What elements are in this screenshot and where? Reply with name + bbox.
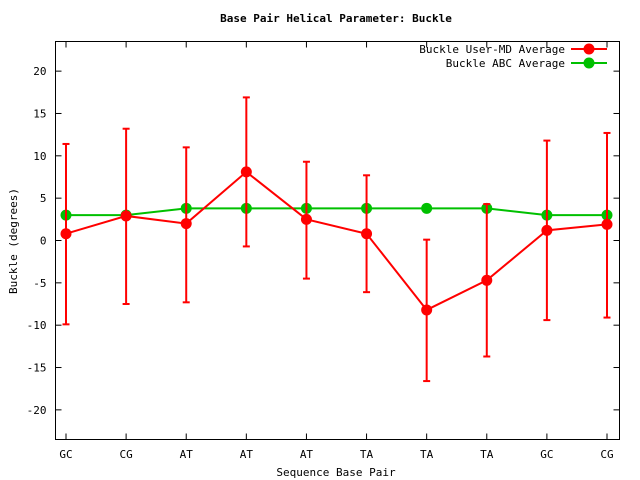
- chart-title: Base Pair Helical Parameter: Buckle: [220, 12, 452, 25]
- y-tick-label: 5: [40, 192, 47, 205]
- y-tick-label: 20: [33, 65, 46, 78]
- y-tick-label: -20: [27, 404, 47, 417]
- series-line: [66, 207, 607, 217]
- x-tick-label: TA: [420, 448, 434, 461]
- data-point: [421, 304, 433, 316]
- series-1: [60, 202, 613, 221]
- data-point: [601, 218, 613, 230]
- data-point: [300, 213, 312, 225]
- data-point: [240, 166, 252, 178]
- legend-swatch-marker: [583, 43, 595, 55]
- series-line: [65, 170, 608, 312]
- x-axis-label: Sequence Base Pair: [276, 466, 396, 479]
- y-tick-label: 0: [40, 235, 47, 248]
- x-tick-label: GC: [59, 448, 72, 461]
- legend-swatch-marker: [583, 57, 595, 69]
- x-tick-label: AT: [240, 448, 254, 461]
- x-tick-label: CG: [119, 448, 132, 461]
- series-layer: [60, 96, 613, 383]
- data-point: [541, 224, 553, 236]
- data-point: [180, 218, 192, 230]
- y-axis-label: Buckle (degrees): [7, 188, 20, 294]
- y-tick-label: -15: [27, 362, 47, 375]
- y-tick-label: -10: [27, 319, 47, 332]
- x-tick-label: GC: [540, 448, 553, 461]
- series-0: [60, 96, 613, 383]
- data-point: [60, 228, 72, 240]
- x-tick-label: TA: [480, 448, 494, 461]
- y-tick-label: 10: [33, 150, 46, 163]
- data-point: [361, 228, 373, 240]
- data-point: [421, 202, 433, 214]
- axis-ticks: -20 -15 -10 -5 0 5 10 15 20 GC CG AT AT AT TA TA TA GC CG: [27, 41, 620, 461]
- y-tick-label: 15: [33, 107, 46, 120]
- data-point: [120, 210, 132, 222]
- data-point: [481, 274, 493, 286]
- y-tick-label: -5: [33, 277, 46, 290]
- x-tick-label: AT: [300, 448, 314, 461]
- legend-label: Buckle User-MD Average: [419, 43, 565, 56]
- legend-label: Buckle ABC Average: [446, 57, 565, 70]
- x-tick-label: CG: [600, 448, 613, 461]
- x-tick-label: TA: [360, 448, 374, 461]
- x-tick-label: AT: [180, 448, 194, 461]
